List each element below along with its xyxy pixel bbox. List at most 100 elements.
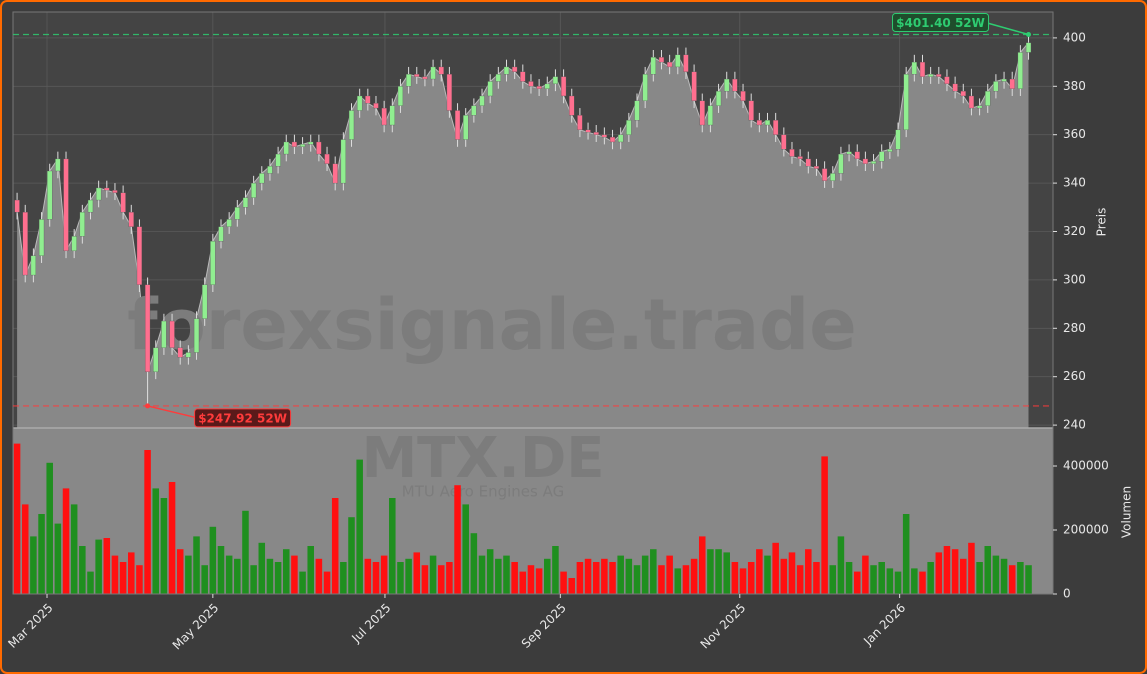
volume-bar [209,526,217,594]
volume-bar [747,562,755,594]
watermark: forexsignale.trade [127,284,856,366]
candle-body [650,57,656,75]
volume-bar [168,482,176,594]
candle-body [854,151,860,160]
candle-body [242,197,249,208]
candle-body [781,134,787,150]
candle-body [985,90,991,106]
candle-body [764,120,771,126]
candle-body [373,103,379,109]
volume-bar [845,562,853,594]
volume-bar [315,558,323,594]
candle-body [911,61,917,75]
volume-bar [462,504,469,594]
candle-body [593,132,599,135]
volume-bar [486,549,494,594]
volume-bar [723,552,730,594]
volume-bar [780,558,788,594]
candle-body [968,95,975,109]
volume-bar [894,571,902,594]
volume-bar [478,555,486,594]
volume-bar [911,568,918,594]
volume-bar [380,555,388,594]
annotation-label: $247.92 52W [198,411,287,425]
y-axis-label: Preis [1095,208,1109,237]
candle-body [454,110,461,140]
candle-body [55,158,61,172]
volume-bar [715,549,722,594]
candle-body [422,76,428,80]
y-tick-label: 360 [1063,127,1086,141]
volume-bar [266,558,274,594]
candle-body [471,105,477,116]
volume-bar [519,571,527,594]
y-tick-label: 400000 [1063,459,1109,473]
candle-body [397,86,404,106]
volume-bar [805,549,812,594]
candle-body [144,284,151,373]
volume-bar [30,536,37,594]
volume-bar [739,568,747,594]
volume-bar [470,533,478,594]
volume-bar [454,485,461,594]
candle-body [47,170,53,220]
volume-bar [584,558,592,594]
candle-body [63,158,69,252]
candle-body [512,66,518,72]
y-axis-label: Volumen [1120,486,1134,538]
candle-body [365,95,371,104]
candle-body [1025,42,1032,53]
volume-bar [641,555,649,594]
candle-body [683,54,689,72]
volume-bar [95,539,102,594]
candle-body [846,151,852,155]
volume-bar [54,523,62,594]
candle-body [316,141,322,155]
annotation-box [892,13,990,33]
candle-body [952,83,958,92]
candle-body [560,76,567,97]
candle-body [112,190,118,193]
volume-bar [576,562,584,594]
candle-body [104,187,110,191]
candle-body [536,86,542,89]
volume-bar [348,517,355,594]
candle-body [609,136,616,143]
volume-bar [698,536,706,594]
volume-bar [674,568,682,594]
candle-body [438,66,444,75]
candle-body [38,219,45,256]
candle-body [30,255,36,276]
volume-bar [111,555,119,594]
volume-bar [413,552,421,594]
candle-body [773,120,779,135]
volume-bar [878,562,885,594]
y-tick-label: 340 [1063,176,1086,190]
volume-bar [992,555,1000,594]
candle-body [577,115,583,131]
volume-bar [291,555,298,594]
candle-body [202,284,208,319]
candle-body [626,120,632,135]
candle-body [406,74,412,87]
volume-bar [601,558,608,594]
volume-bar [446,562,453,594]
volume-bar [862,555,869,594]
volume-bar [13,443,21,594]
candle-body [944,76,950,85]
volume-bar [1025,565,1032,594]
volume-bar [813,562,820,594]
volume-bar [421,565,429,594]
candle-body [332,163,338,184]
volume-bar [935,552,943,594]
volume-bar [796,565,804,594]
candle-body [185,352,191,358]
candle-body [340,139,346,184]
volume-bar [544,558,551,594]
candle-body [177,347,183,358]
candle-body [830,173,836,181]
candle-body [544,83,550,89]
volume-bar [666,555,673,594]
candle-body [667,61,673,68]
candle-body [210,241,216,285]
